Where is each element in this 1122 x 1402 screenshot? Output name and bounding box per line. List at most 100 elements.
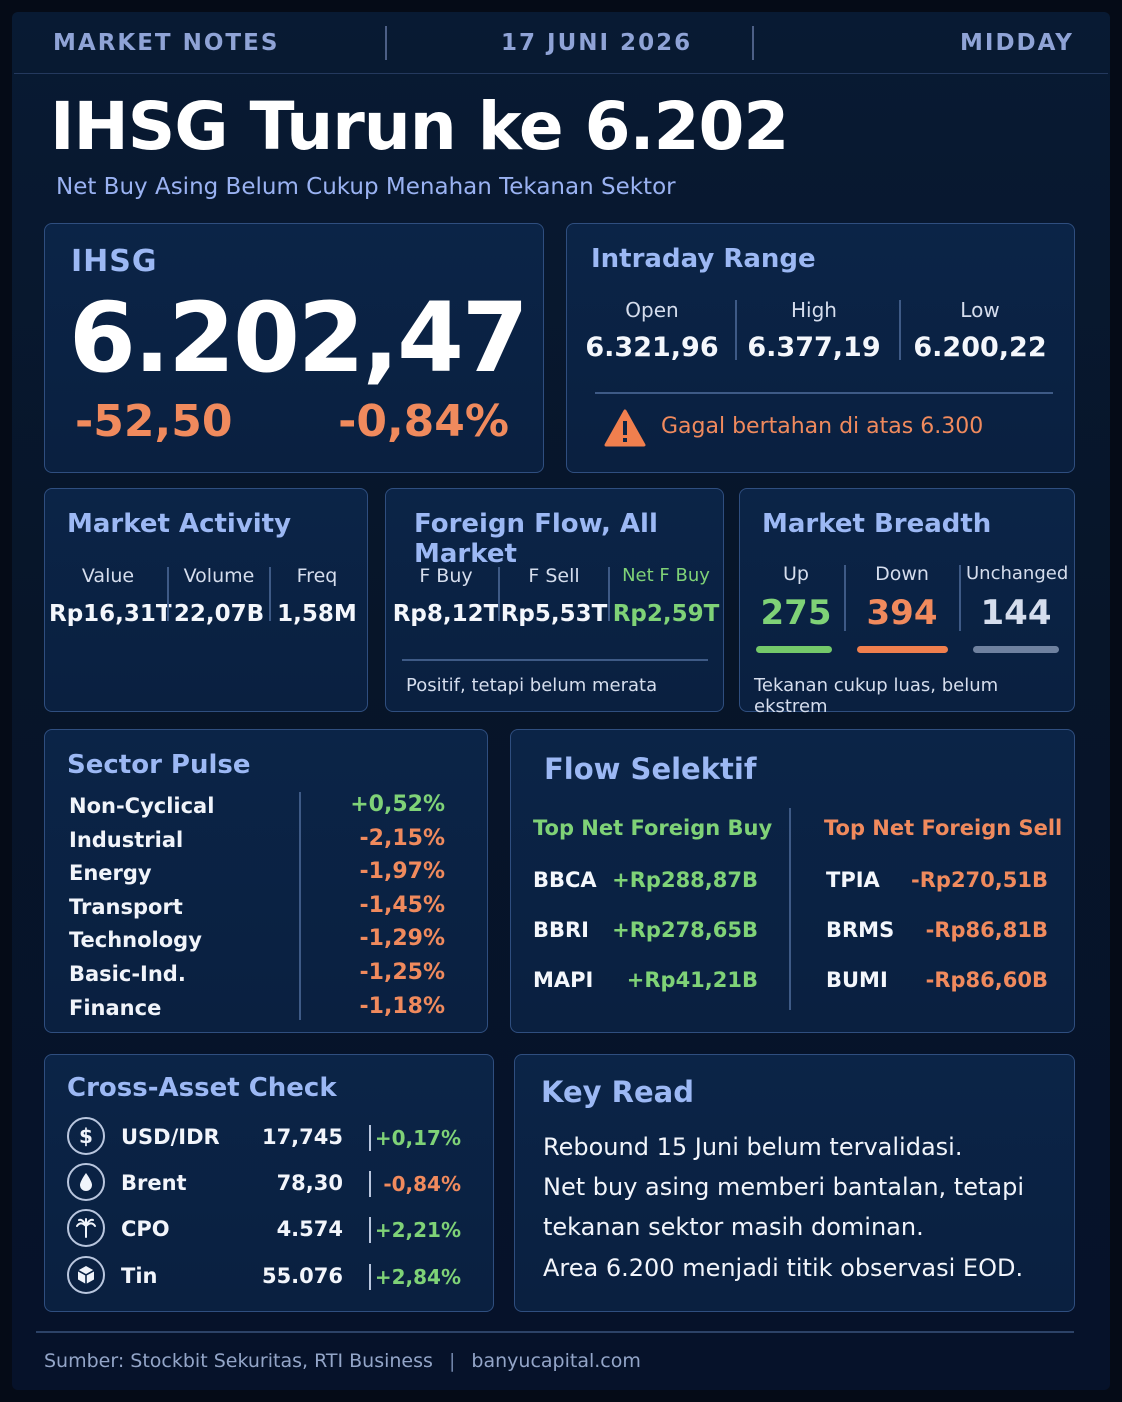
- intraday-card: Intraday Range Open 6.321,96 High 6.377,…: [566, 223, 1075, 473]
- flow-selektif-title: Flow Selektif: [544, 752, 757, 786]
- cube-icon: [67, 1256, 105, 1294]
- key-read-line: Net buy asing memberi bantalan, tetapi: [543, 1173, 1024, 1201]
- market-breadth-note: Tekanan cukup luas, belum ekstrem: [754, 675, 999, 717]
- footer-separator: |: [448, 1350, 456, 1372]
- key-read-line: tekanan sektor masih dominan.: [543, 1213, 924, 1241]
- page-title: IHSG Turun ke 6.202: [50, 88, 789, 165]
- top-buy-title: Top Net Foreign Buy: [533, 816, 773, 840]
- foreign-sell-label: F Sell: [528, 565, 580, 587]
- net-foreign-buy-label: Net F Buy: [622, 565, 710, 586]
- sell-ticker: BRMS: [826, 918, 895, 942]
- dollar-icon: $: [67, 1117, 105, 1155]
- high-value: 6.377,19: [747, 332, 881, 363]
- foreign-buy-value: Rp8,12T: [392, 601, 500, 627]
- foreign-sell-value: Rp5,53T: [500, 601, 608, 627]
- asset-value: 55.076: [261, 1264, 343, 1288]
- asset-name: USD/IDR: [121, 1125, 220, 1149]
- ihsg-label: IHSG: [71, 244, 158, 279]
- cross-asset-title: Cross-Asset Check: [67, 1073, 337, 1103]
- breadth-up-bar: [756, 646, 832, 653]
- cube-glyph: [77, 1266, 95, 1284]
- sector-name: Technology: [69, 928, 202, 952]
- net-foreign-buy-value: Rp2,59T: [612, 601, 720, 627]
- sell-value: -Rp86,60B: [925, 968, 1048, 992]
- divider: [369, 1264, 371, 1290]
- divider: [735, 300, 737, 360]
- asset-value: 78,30: [276, 1171, 343, 1195]
- dollar-glyph: $: [79, 1124, 93, 1148]
- buy-ticker: MAPI: [533, 968, 594, 992]
- sector-name: Transport: [69, 895, 183, 919]
- market-activity-title: Market Activity: [67, 509, 292, 539]
- asset-change: +2,84%: [374, 1265, 461, 1289]
- header-label: MARKET NOTES: [53, 30, 280, 56]
- asset-value: 17,745: [261, 1125, 343, 1149]
- market-breadth-title: Market Breadth: [762, 509, 992, 539]
- breadth-unchanged-value: 144: [980, 593, 1052, 633]
- sell-value: -Rp86,81B: [925, 918, 1048, 942]
- divider: [959, 565, 961, 631]
- divider: [595, 392, 1053, 394]
- low-value: 6.200,22: [913, 332, 1047, 363]
- sell-ticker: TPIA: [826, 868, 880, 892]
- key-read-card: Key Read Rebound 15 Juni belum tervalida…: [514, 1054, 1075, 1312]
- buy-value: +Rp278,65B: [612, 918, 758, 942]
- sector-name: Finance: [69, 996, 162, 1020]
- sector-name: Industrial: [69, 828, 184, 852]
- buy-value: +Rp288,87B: [612, 868, 758, 892]
- cross-asset-card: Cross-Asset Check $ USD/IDR 17,745 +0,17…: [44, 1054, 494, 1312]
- divider: [608, 567, 610, 621]
- sell-value: -Rp270,51B: [911, 868, 1048, 892]
- volume-label: Volume: [183, 565, 255, 587]
- sector-change: -1,25%: [359, 960, 445, 985]
- sector-name: Energy: [69, 861, 152, 885]
- asset-value: 4.574: [276, 1217, 343, 1241]
- sector-name: Basic-Ind.: [69, 962, 186, 986]
- breadth-down-label: Down: [875, 563, 929, 585]
- sector-pulse-card: Sector Pulse Non-Cyclical +0,52% Industr…: [44, 729, 488, 1033]
- header-divider: [385, 26, 387, 60]
- open-label: Open: [625, 298, 679, 322]
- key-read-line: Rebound 15 Juni belum tervalidasi.: [543, 1133, 963, 1161]
- divider: [269, 567, 271, 621]
- header-session: MIDDAY: [960, 30, 1074, 56]
- divider: [844, 565, 846, 631]
- intraday-title: Intraday Range: [591, 244, 816, 274]
- asset-name: Brent: [121, 1171, 187, 1195]
- breadth-up-label: Up: [783, 563, 809, 585]
- breadth-up-value: 275: [760, 593, 832, 633]
- palm-icon: [67, 1209, 105, 1247]
- footer-site-link[interactable]: banyucapital.com: [471, 1350, 641, 1372]
- sector-name: Non-Cyclical: [69, 794, 215, 818]
- divider: [498, 567, 500, 621]
- header-date: 17 JUNI 2026: [501, 30, 693, 56]
- warning-text: Gagal bertahan di atas 6.300: [661, 414, 984, 439]
- palm-glyph: [76, 1218, 96, 1238]
- buy-ticker: BBRI: [533, 918, 589, 942]
- key-read-line: Area 6.200 menjadi titik observasi EOD.: [543, 1254, 1024, 1282]
- sector-change: -1,45%: [359, 893, 445, 918]
- high-label: High: [791, 298, 837, 322]
- asset-change: +0,17%: [374, 1126, 461, 1150]
- divider: [899, 300, 901, 360]
- divider: [369, 1125, 371, 1151]
- sector-change: -1,29%: [359, 926, 445, 951]
- foreign-buy-label: F Buy: [419, 565, 473, 587]
- sector-pulse-title: Sector Pulse: [67, 750, 251, 780]
- warning-icon: [604, 409, 646, 447]
- foreign-flow-note: Positif, tetapi belum merata: [406, 675, 658, 696]
- sector-change: -2,15%: [359, 826, 445, 851]
- asset-name: CPO: [121, 1217, 170, 1241]
- divider: [369, 1217, 371, 1243]
- volume-amount: 22,07B: [173, 601, 265, 627]
- low-label: Low: [960, 298, 1000, 322]
- value-label: Value: [81, 565, 135, 587]
- asset-change: -0,84%: [383, 1172, 461, 1196]
- divider: [299, 792, 301, 1020]
- sector-change: -1,97%: [359, 859, 445, 884]
- footer-source: Sumber: Stockbit Sekuritas, RTI Business: [44, 1350, 433, 1372]
- ihsg-value: 6.202,47: [69, 282, 529, 394]
- page-subtitle: Net Buy Asing Belum Cukup Menahan Tekana…: [56, 174, 676, 200]
- flow-selektif-card: Flow Selektif Top Net Foreign Buy Top Ne…: [510, 729, 1075, 1033]
- market-breadth-card: Market Breadth Up 275 Down 394 Unchanged…: [739, 488, 1075, 717]
